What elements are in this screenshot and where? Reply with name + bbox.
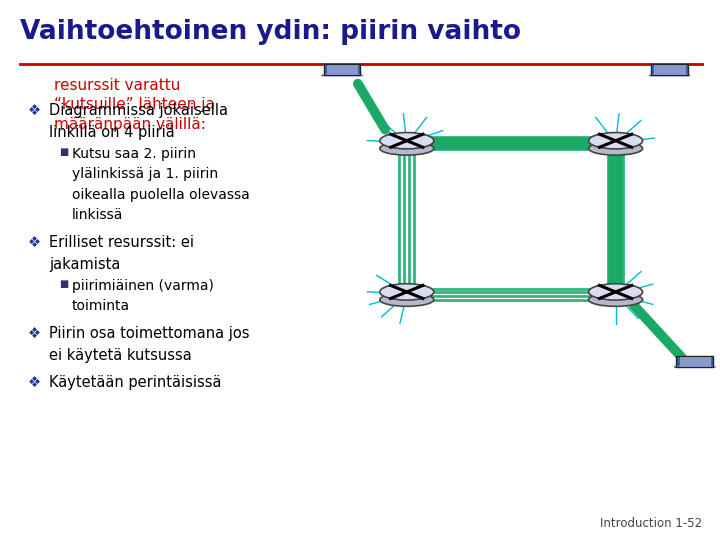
Text: ❖: ❖ [28, 326, 41, 341]
Text: Diagrammissa jokaisella: Diagrammissa jokaisella [49, 103, 228, 118]
Ellipse shape [380, 293, 433, 306]
Text: jakamista: jakamista [49, 258, 120, 272]
Polygon shape [654, 65, 685, 74]
Text: oikealla puolella olevassa: oikealla puolella olevassa [72, 188, 250, 202]
Polygon shape [322, 75, 362, 76]
Text: Kutsu saa 2. piirin: Kutsu saa 2. piirin [72, 147, 196, 161]
Text: ylälinkissä ja 1. piirin: ylälinkissä ja 1. piirin [72, 167, 218, 181]
Text: ❖: ❖ [28, 103, 41, 118]
Text: resurssit varattu
“kutsuille” lähteen ja
määränpään välillä:: resurssit varattu “kutsuille” lähteen ja… [54, 78, 215, 132]
Ellipse shape [380, 132, 433, 149]
Text: ❖: ❖ [28, 235, 41, 249]
Text: Vaihtoehtoinen ydin: piirin vaihto: Vaihtoehtoinen ydin: piirin vaihto [20, 19, 521, 45]
Polygon shape [680, 357, 710, 366]
Polygon shape [651, 64, 688, 75]
Polygon shape [649, 75, 690, 76]
Text: linkillä on 4 piiriä: linkillä on 4 piiriä [49, 125, 175, 140]
Text: linkissä: linkissä [72, 208, 123, 222]
Polygon shape [676, 356, 714, 367]
Polygon shape [323, 64, 361, 75]
Ellipse shape [380, 284, 433, 300]
Text: ❖: ❖ [28, 375, 41, 390]
Text: Introduction 1-52: Introduction 1-52 [600, 517, 702, 530]
Ellipse shape [589, 293, 643, 306]
Text: Piirin osa toimettomana jos: Piirin osa toimettomana jos [49, 326, 249, 341]
Text: ei käytetä kutsussa: ei käytetä kutsussa [49, 348, 197, 363]
Ellipse shape [589, 284, 643, 300]
Text: Erilliset resurssit: ei: Erilliset resurssit: ei [49, 235, 194, 249]
Ellipse shape [589, 132, 643, 149]
Text: Käytetään perintäisissä: Käytetään perintäisissä [49, 375, 222, 390]
Text: toiminta: toiminta [72, 300, 130, 314]
Text: piirimiäinen (varma): piirimiäinen (varma) [72, 279, 214, 293]
Polygon shape [327, 65, 357, 74]
Text: ■: ■ [59, 147, 68, 157]
Polygon shape [674, 366, 715, 367]
Ellipse shape [589, 142, 643, 155]
Text: ■: ■ [59, 279, 68, 289]
Ellipse shape [380, 142, 433, 155]
